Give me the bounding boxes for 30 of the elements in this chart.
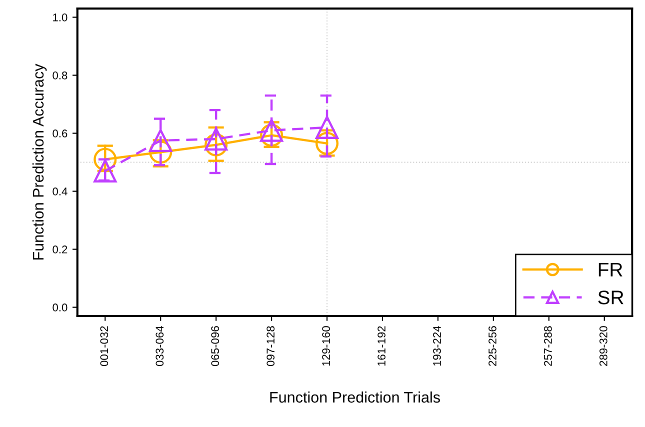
- x-tick-label: 097-128: [266, 326, 275, 366]
- y-tick-label: 0.2: [52, 246, 68, 254]
- point: [149, 140, 172, 164]
- legend-label: FR: [598, 262, 622, 276]
- point: [149, 128, 172, 152]
- x-tick-label: 225-256: [488, 326, 496, 366]
- x-tick-label: 065-096: [211, 326, 220, 366]
- x-tick-label: 129-160: [322, 326, 330, 366]
- point: [315, 116, 339, 139]
- point: [94, 159, 117, 182]
- y-tick-label: 0.0: [52, 304, 68, 312]
- x-axis-title: Function Prediction Trials: [270, 391, 440, 403]
- y-tick-label: 0.8: [52, 72, 68, 80]
- y-tick-label: 0.6: [52, 130, 68, 138]
- y-tick-label: 1.0: [53, 14, 68, 22]
- y-tick-label: 0.4: [52, 188, 68, 196]
- point: [260, 124, 284, 147]
- x-tick-label: 001-032: [100, 326, 108, 366]
- point: [315, 132, 339, 155]
- point: [204, 128, 228, 151]
- point: [260, 118, 284, 142]
- x-tick-label: 193-224: [433, 326, 441, 366]
- point: [204, 133, 228, 156]
- legend-label: SR: [598, 290, 624, 304]
- y-axis-title: Function Prediction Accuracy: [32, 64, 47, 260]
- point: [94, 148, 117, 171]
- x-tick-label: 257-288: [544, 326, 552, 366]
- x-tick-label: 161-192: [378, 326, 386, 366]
- x-tick-label: 033-064: [156, 326, 164, 366]
- x-tick-label: 289-320: [599, 326, 608, 366]
